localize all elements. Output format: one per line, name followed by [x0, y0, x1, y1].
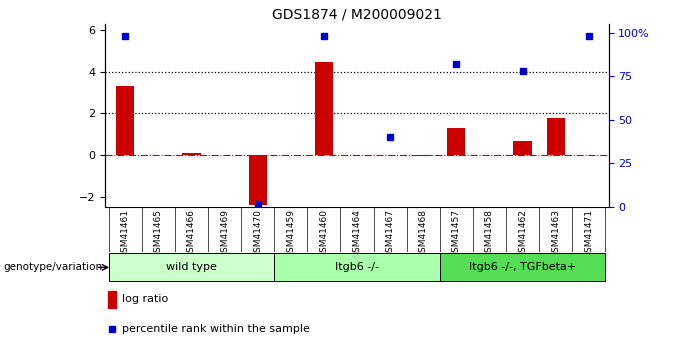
- Text: GSM41464: GSM41464: [352, 209, 362, 258]
- Text: GSM41460: GSM41460: [320, 209, 328, 258]
- Bar: [109, 253, 274, 282]
- Text: GSM41462: GSM41462: [518, 209, 527, 258]
- Text: log ratio: log ratio: [122, 294, 168, 304]
- Text: GSM41459: GSM41459: [286, 209, 295, 258]
- Text: GSM41469: GSM41469: [220, 209, 229, 258]
- Text: GSM41461: GSM41461: [121, 209, 130, 258]
- Text: percentile rank within the sample: percentile rank within the sample: [122, 324, 310, 334]
- Text: GSM41468: GSM41468: [419, 209, 428, 258]
- Bar: [116, 87, 135, 155]
- Text: GSM41465: GSM41465: [154, 209, 163, 258]
- Text: GSM41467: GSM41467: [386, 209, 394, 258]
- Text: GSM41471: GSM41471: [584, 209, 593, 258]
- Text: GSM41466: GSM41466: [187, 209, 196, 258]
- Text: GSM41463: GSM41463: [551, 209, 560, 258]
- Title: GDS1874 / M200009021: GDS1874 / M200009021: [272, 8, 442, 22]
- Text: GSM41458: GSM41458: [485, 209, 494, 258]
- Text: genotype/variation: genotype/variation: [3, 263, 103, 272]
- Text: wild type: wild type: [166, 263, 217, 272]
- Bar: [414, 155, 432, 156]
- Bar: [440, 253, 605, 282]
- Text: GSM41470: GSM41470: [253, 209, 262, 258]
- Bar: [108, 291, 116, 307]
- Bar: [513, 140, 532, 155]
- Bar: [182, 153, 201, 155]
- Bar: [547, 118, 564, 155]
- Bar: [315, 61, 333, 155]
- Bar: [274, 253, 440, 282]
- Bar: [447, 128, 465, 155]
- Bar: [249, 155, 267, 205]
- Text: Itgb6 -/-: Itgb6 -/-: [335, 263, 379, 272]
- Text: Itgb6 -/-, TGFbeta+: Itgb6 -/-, TGFbeta+: [469, 263, 576, 272]
- Text: GSM41457: GSM41457: [452, 209, 461, 258]
